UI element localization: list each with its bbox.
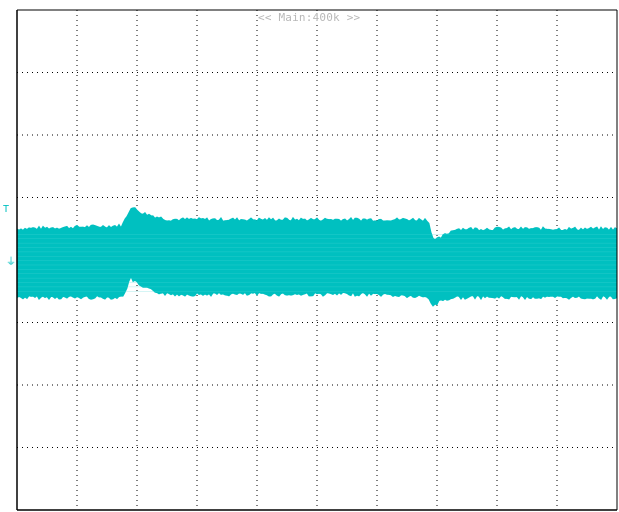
zoom-mode-label: << Main:400k >> [258, 11, 361, 24]
screen-frame [16, 9, 618, 511]
channel-ground-marker: ⏚ [6, 257, 16, 268]
signal-trace [16, 207, 618, 307]
trigger-level-marker: T [3, 204, 10, 215]
